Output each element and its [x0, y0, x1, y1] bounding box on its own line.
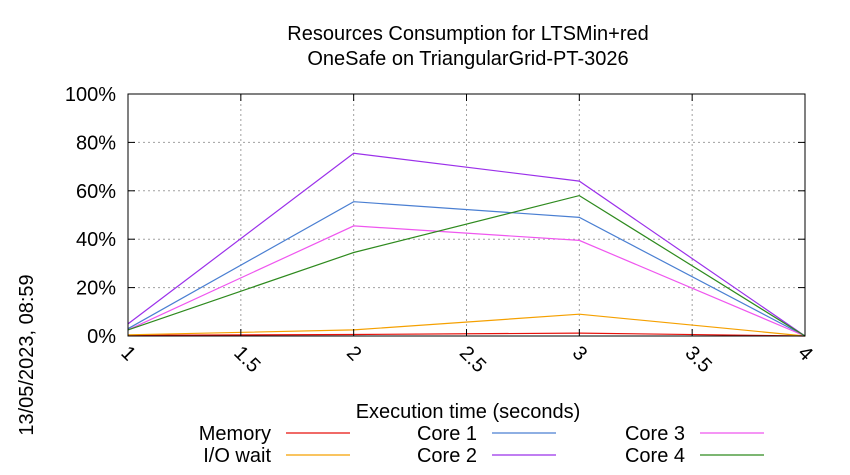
series-line-core-1	[127, 201, 806, 337]
y-tick-label: 0%	[87, 326, 116, 348]
y-tick-label: 20%	[76, 278, 116, 300]
x-tick-label: 3.5	[681, 342, 716, 377]
legend-label-i-o-wait: I/O wait	[203, 445, 271, 467]
y-tick-labels: 0% 20% 40% 60% 80% 100%	[65, 84, 116, 348]
x-tick-label: 1	[116, 342, 139, 365]
x-tick-label: 2	[342, 342, 365, 365]
chart-title-line-2: OneSafe on TriangularGrid-PT-3026	[307, 48, 628, 70]
y-tick-label: 80%	[76, 132, 116, 154]
x-tick-label: 1.5	[229, 342, 264, 377]
chart-title-line-1: Resources Consumption for LTSMin+red	[287, 23, 648, 45]
x-tick-label: 2.5	[455, 342, 490, 377]
chart-title: Resources Consumption for LTSMin+red One…	[287, 23, 648, 70]
x-tick-label: 4	[793, 342, 816, 365]
legend-label-core-3: Core 3	[625, 423, 685, 445]
legend-label-core-1: Core 1	[417, 423, 477, 445]
legend-label-core-2: Core 2	[417, 445, 477, 467]
series-line-core-4	[127, 194, 806, 337]
grid-lines	[128, 94, 805, 336]
timestamp-label: 13/05/2023, 08:59	[16, 274, 38, 435]
series-line-core-3	[127, 225, 806, 337]
y-tick-label: 100%	[65, 84, 116, 106]
x-tick-label: 3	[568, 342, 591, 365]
legend-label-core-4: Core 4	[625, 445, 685, 467]
y-tick-label: 60%	[76, 181, 116, 203]
legend-label-memory: Memory	[199, 423, 271, 445]
y-tick-label: 40%	[76, 229, 116, 251]
series-line-core-2	[127, 152, 806, 337]
x-axis-label: Execution time (seconds)	[356, 401, 581, 423]
axis-ticks	[127, 93, 806, 337]
x-tick-labels: 1 1.5 2 2.5 3 3.5 4	[116, 342, 816, 377]
